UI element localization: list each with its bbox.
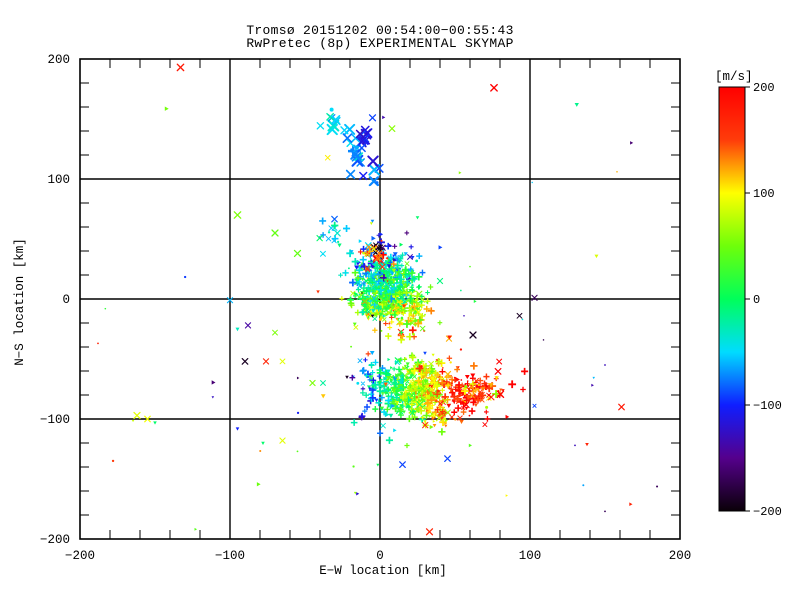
svg-text:0: 0: [62, 293, 70, 307]
svg-text:[m/s]: [m/s]: [715, 70, 753, 84]
svg-text:100: 100: [47, 173, 70, 187]
svg-text:−200: −200: [65, 549, 95, 563]
svg-text:100: 100: [753, 187, 775, 201]
svg-text:−100: −100: [215, 549, 245, 563]
svg-text:200: 200: [753, 81, 775, 95]
svg-text:−200: −200: [753, 505, 782, 519]
svg-text:200: 200: [669, 549, 692, 563]
svg-text:E−W location [km]: E−W location [km]: [319, 564, 447, 578]
svg-text:200: 200: [47, 53, 70, 67]
svg-text:0: 0: [753, 293, 760, 307]
svg-text:100: 100: [519, 549, 542, 563]
svg-text:RwPretec (8p) EXPERIMENTAL SK: RwPretec (8p) EXPERIMENTAL SKYMAP: [246, 36, 513, 51]
svg-text:−100: −100: [40, 413, 70, 427]
svg-text:0: 0: [376, 549, 384, 563]
svg-text:N−S location [km]: N−S location [km]: [13, 238, 27, 366]
svg-text:−100: −100: [753, 399, 782, 413]
svg-text:−200: −200: [40, 533, 70, 547]
